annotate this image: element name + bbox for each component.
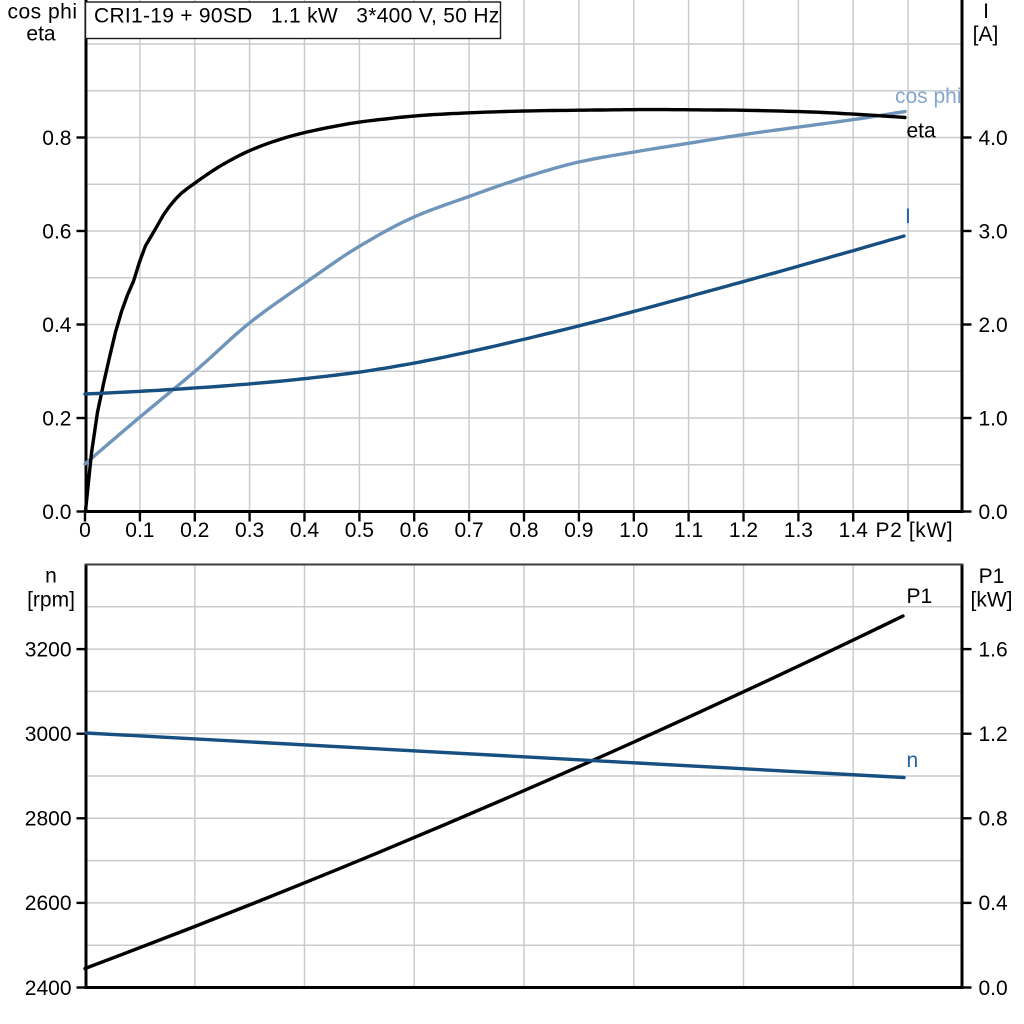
svg-text:1.6: 1.6 — [979, 638, 1008, 661]
svg-text:3.0: 3.0 — [979, 220, 1008, 243]
svg-text:n: n — [907, 749, 919, 772]
svg-text:2.0: 2.0 — [979, 314, 1008, 337]
svg-text:1.4: 1.4 — [839, 519, 869, 542]
svg-text:0.0: 0.0 — [979, 977, 1008, 1000]
svg-text:0.6: 0.6 — [42, 220, 71, 243]
svg-text:1.2: 1.2 — [729, 519, 758, 542]
svg-text:P2 [kW]: P2 [kW] — [876, 519, 954, 542]
svg-text:0.3: 0.3 — [235, 519, 264, 542]
svg-text:0.9: 0.9 — [564, 519, 593, 542]
svg-text:0.6: 0.6 — [400, 519, 429, 542]
svg-text:0.0: 0.0 — [42, 501, 71, 524]
svg-text:0.8: 0.8 — [509, 519, 538, 542]
svg-text:0.7: 0.7 — [455, 519, 484, 542]
svg-text:0.8: 0.8 — [42, 127, 71, 150]
svg-text:0.4: 0.4 — [42, 314, 72, 337]
svg-text:cos phi: cos phi — [7, 1, 77, 24]
svg-text:P1: P1 — [907, 585, 933, 608]
svg-text:[A]: [A] — [973, 23, 999, 46]
svg-text:4.0: 4.0 — [979, 127, 1008, 150]
svg-text:0.2: 0.2 — [42, 407, 71, 430]
svg-text:3200: 3200 — [25, 638, 72, 661]
svg-text:I: I — [905, 205, 911, 228]
svg-text:I: I — [983, 0, 989, 23]
svg-text:CRI1-19 + 90SD 1.1 kW 3*40: CRI1-19 + 90SD 1.1 kW 3*400 V, 50 Hz — [94, 4, 500, 27]
svg-text:2800: 2800 — [25, 808, 72, 831]
svg-text:0.2: 0.2 — [180, 519, 209, 542]
svg-text:0.1: 0.1 — [125, 519, 154, 542]
svg-text:1.2: 1.2 — [979, 723, 1008, 746]
svg-text:1.0: 1.0 — [619, 519, 648, 542]
svg-text:0: 0 — [79, 519, 91, 542]
svg-text:2600: 2600 — [25, 892, 72, 915]
svg-text:cos phi: cos phi — [895, 85, 962, 108]
svg-text:3000: 3000 — [25, 723, 72, 746]
svg-text:eta: eta — [907, 120, 937, 143]
svg-text:eta: eta — [26, 23, 56, 46]
svg-text:[kW]: [kW] — [971, 589, 1013, 612]
svg-text:1.3: 1.3 — [784, 519, 813, 542]
svg-text:P1: P1 — [979, 565, 1005, 588]
svg-text:0.5: 0.5 — [345, 519, 374, 542]
svg-text:n: n — [45, 565, 57, 588]
svg-text:2400: 2400 — [25, 977, 72, 1000]
svg-text:0.0: 0.0 — [979, 501, 1008, 524]
svg-text:1.0: 1.0 — [979, 407, 1008, 430]
svg-text:0.4: 0.4 — [290, 519, 320, 542]
svg-text:0.8: 0.8 — [979, 808, 1008, 831]
svg-text:0.4: 0.4 — [979, 892, 1009, 915]
svg-text:[rpm]: [rpm] — [27, 589, 75, 612]
svg-text:1.1: 1.1 — [674, 519, 703, 542]
